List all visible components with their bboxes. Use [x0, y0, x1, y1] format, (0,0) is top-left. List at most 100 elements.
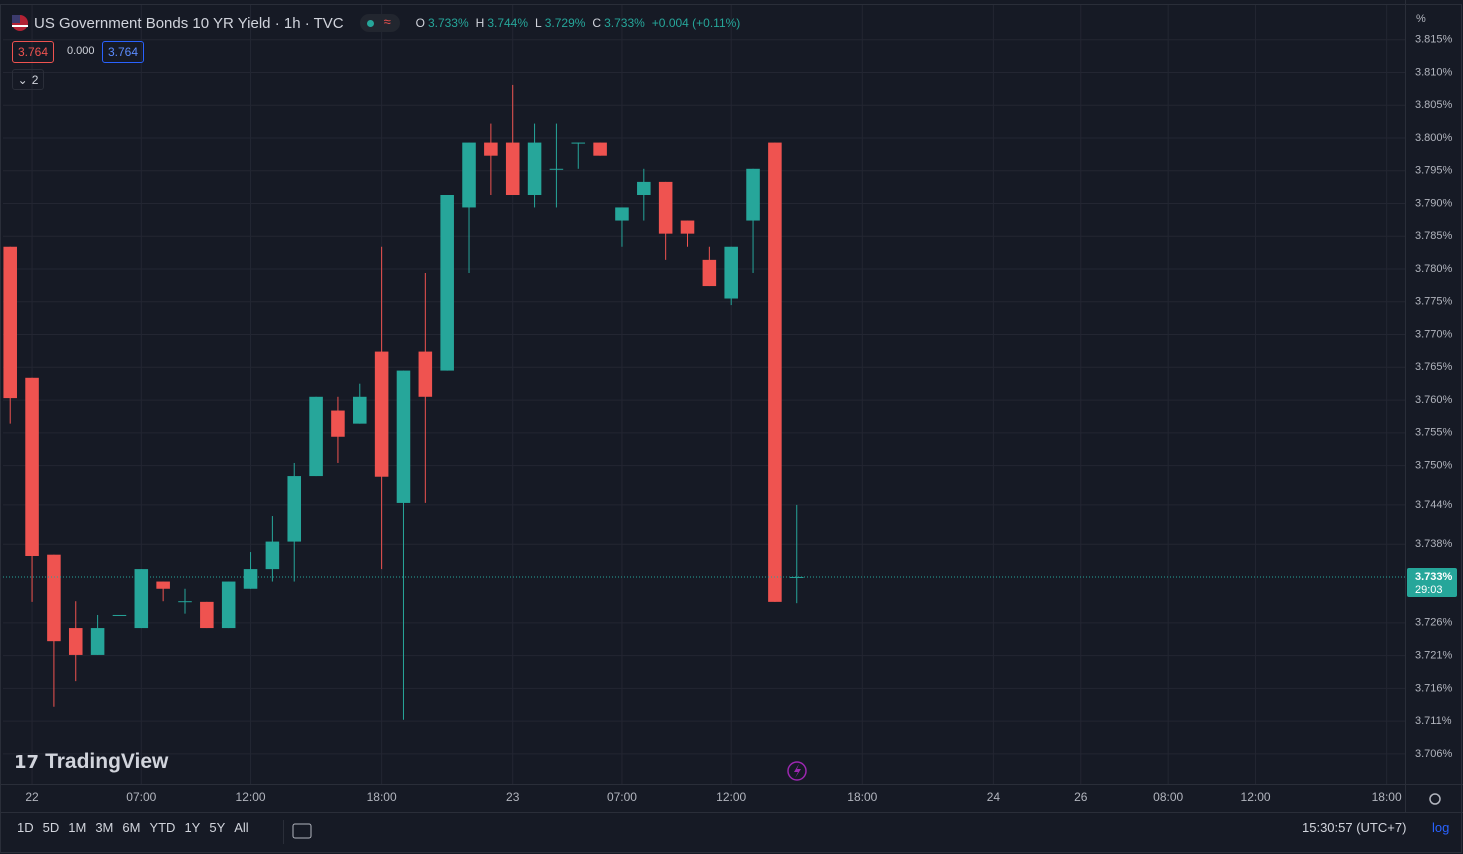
buy-price[interactable]: 3.764 [102, 41, 145, 63]
x-tick-label: 23 [506, 790, 520, 804]
candle-body [658, 181, 673, 234]
y-tick-label: 3.738% [1415, 538, 1453, 550]
y-tick-label: 3.805% [1415, 99, 1453, 111]
y-tick-label: 3.744% [1415, 499, 1453, 511]
x-tick-label: 07:00 [126, 790, 156, 804]
legend-value: 3.733% [604, 16, 645, 30]
y-tick-label: 3.785% [1415, 230, 1453, 242]
candle-body [309, 396, 323, 477]
candle-body [484, 142, 498, 156]
candle-body [768, 142, 782, 602]
candle-body [287, 476, 302, 542]
y-tick-label: 3.815% [1415, 34, 1453, 46]
x-tick-label: 18:00 [847, 790, 877, 804]
event-bolt [794, 764, 801, 778]
ohlc-legend: O 3.733% H 3.744% L 3.729% C 3.733% +0.004 (… [416, 16, 741, 30]
candle-body [615, 207, 629, 221]
symbol-title[interactable]: US Government Bonds 10 YR Yield · 1h · T… [34, 14, 344, 32]
range-button[interactable]: 1M [68, 820, 87, 835]
range-button[interactable]: All [234, 820, 249, 835]
legend-change: +0.004 (+0.11%) [651, 16, 741, 30]
x-tick-label: 26 [1074, 790, 1088, 804]
candle-body [3, 246, 17, 399]
y-tick-label: 3.810% [1415, 66, 1453, 78]
logo-text: TradingView [45, 750, 169, 773]
settings-icon[interactable] [1429, 793, 1441, 805]
x-tick-label: 12:00 [1241, 790, 1271, 804]
candle-body [374, 351, 389, 477]
legend-key: O [415, 16, 425, 30]
range-button[interactable]: 6M [122, 820, 141, 835]
candle-body [505, 142, 520, 195]
range-button[interactable]: 5D [42, 820, 60, 835]
x-tick-label: 22 [25, 790, 39, 804]
status-pill[interactable]: ≈ [359, 14, 400, 32]
candle-body [396, 370, 411, 503]
x-tick-label: 24 [987, 790, 1001, 804]
candle-body [789, 576, 804, 578]
candle-body [724, 246, 738, 299]
range-button[interactable]: 1Y [184, 820, 201, 835]
candle-body [25, 377, 39, 556]
legend-value: 3.744% [487, 16, 529, 30]
y-tick-label: 3.800% [1415, 132, 1453, 144]
event-icon[interactable] [787, 761, 807, 781]
range-button[interactable]: 3M [95, 820, 114, 835]
x-tick-label: 08:00 [1153, 790, 1183, 804]
candle-body [680, 220, 695, 234]
legend-key: C [592, 16, 602, 30]
spread: 0.000 [67, 45, 95, 57]
candle-body [47, 554, 61, 642]
y-tick-label: 3.780% [1415, 263, 1453, 275]
indicators-toggle[interactable]: ⌄ 2 [12, 69, 44, 90]
y-tick-label: 3.750% [1415, 459, 1453, 471]
legend-key: H [475, 16, 485, 30]
frame [0, 4, 1462, 853]
indicators-count: 2 [31, 72, 39, 87]
candle-body [90, 628, 105, 655]
y-tick-label: 3.775% [1415, 296, 1453, 308]
y-tick-label: 3.726% [1415, 617, 1453, 629]
candle-body [221, 581, 236, 629]
candle-body [527, 142, 542, 195]
y-tick-label: 3.721% [1415, 649, 1453, 661]
candle-body [746, 168, 760, 221]
candle-body [178, 601, 192, 603]
candle-body [440, 195, 454, 371]
price-unit: % [1416, 13, 1426, 25]
candle-body [593, 142, 607, 156]
legend-value: 3.733% [427, 16, 469, 30]
candle-body [265, 541, 280, 570]
candle-body [353, 396, 367, 424]
y-tick-label: 3.716% [1415, 682, 1453, 694]
logo: 𝟭𝟳 TradingView [14, 750, 169, 773]
candle-body [112, 614, 127, 616]
range-buttons: 1D 5D 1M 3M 6M YTD 1Y 5Y All [17, 820, 249, 835]
legend-value: 3.729% [544, 16, 586, 30]
date-range-icon[interactable] [292, 823, 312, 839]
x-tick-label: 18:00 [1372, 790, 1402, 804]
candle-body [549, 168, 564, 170]
y-tick-label: 3.770% [1415, 328, 1453, 340]
y-tick-label: 3.790% [1415, 197, 1453, 209]
candle-body [418, 351, 433, 397]
candle-body [331, 410, 345, 437]
x-tick-label: 12:00 [236, 790, 266, 804]
countdown: 29:03 [1415, 584, 1443, 596]
range-button[interactable]: YTD [149, 820, 176, 835]
header: US Government Bonds 10 YR Yield · 1h · T… [12, 12, 740, 34]
y-tick-label: 3.706% [1415, 748, 1453, 760]
flag-icon [12, 15, 28, 31]
range-button[interactable]: 1D [17, 820, 34, 835]
y-tick-label: 3.760% [1415, 394, 1453, 406]
y-tick-label: 3.711% [1415, 715, 1452, 727]
log-toggle[interactable]: log [1432, 820, 1450, 835]
y-tick-label: 3.765% [1415, 361, 1453, 373]
sell-price[interactable]: 3.764 [12, 41, 55, 63]
candle-body [462, 142, 476, 208]
last-price-label: 3.733% [1415, 571, 1453, 583]
range-button[interactable]: 5Y [209, 820, 226, 835]
clock: 15:30:57 (UTC+7) [1302, 820, 1407, 835]
